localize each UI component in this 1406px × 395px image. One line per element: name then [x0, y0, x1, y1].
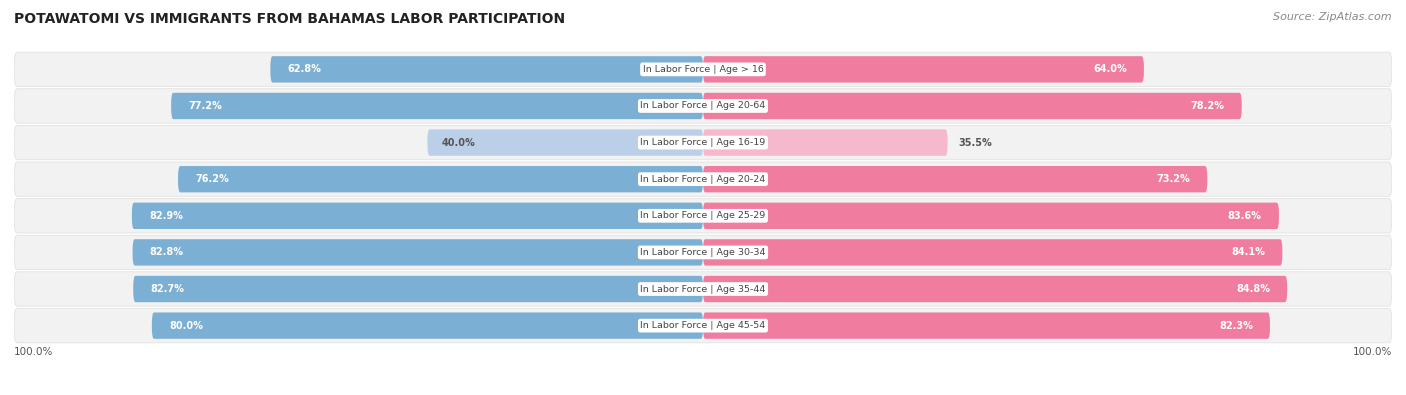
- Text: 100.0%: 100.0%: [1353, 347, 1392, 357]
- Text: 80.0%: 80.0%: [169, 321, 202, 331]
- Text: 83.6%: 83.6%: [1227, 211, 1261, 221]
- Text: 84.1%: 84.1%: [1232, 247, 1265, 258]
- FancyBboxPatch shape: [703, 93, 1241, 119]
- FancyBboxPatch shape: [14, 125, 1392, 160]
- FancyBboxPatch shape: [172, 93, 703, 119]
- Text: 35.5%: 35.5%: [957, 137, 991, 148]
- Text: 73.2%: 73.2%: [1156, 174, 1189, 184]
- Text: 40.0%: 40.0%: [441, 137, 475, 148]
- Text: 64.0%: 64.0%: [1092, 64, 1126, 74]
- Text: 100.0%: 100.0%: [14, 347, 53, 357]
- FancyBboxPatch shape: [14, 199, 1392, 233]
- Text: In Labor Force | Age 20-24: In Labor Force | Age 20-24: [640, 175, 766, 184]
- Text: In Labor Force | Age 45-54: In Labor Force | Age 45-54: [640, 321, 766, 330]
- Text: 82.9%: 82.9%: [149, 211, 183, 221]
- FancyBboxPatch shape: [703, 312, 1270, 339]
- Text: 62.8%: 62.8%: [288, 64, 322, 74]
- Text: In Labor Force | Age 30-34: In Labor Force | Age 30-34: [640, 248, 766, 257]
- Text: In Labor Force | Age > 16: In Labor Force | Age > 16: [643, 65, 763, 74]
- FancyBboxPatch shape: [14, 89, 1392, 123]
- FancyBboxPatch shape: [132, 239, 703, 265]
- Text: 84.8%: 84.8%: [1236, 284, 1270, 294]
- FancyBboxPatch shape: [14, 162, 1392, 196]
- FancyBboxPatch shape: [179, 166, 703, 192]
- Text: POTAWATOMI VS IMMIGRANTS FROM BAHAMAS LABOR PARTICIPATION: POTAWATOMI VS IMMIGRANTS FROM BAHAMAS LA…: [14, 12, 565, 26]
- FancyBboxPatch shape: [132, 203, 703, 229]
- FancyBboxPatch shape: [14, 235, 1392, 270]
- Text: 82.8%: 82.8%: [150, 247, 184, 258]
- FancyBboxPatch shape: [703, 166, 1208, 192]
- FancyBboxPatch shape: [134, 276, 703, 302]
- Text: In Labor Force | Age 25-29: In Labor Force | Age 25-29: [640, 211, 766, 220]
- FancyBboxPatch shape: [703, 239, 1282, 265]
- FancyBboxPatch shape: [270, 56, 703, 83]
- FancyBboxPatch shape: [14, 272, 1392, 306]
- Text: In Labor Force | Age 16-19: In Labor Force | Age 16-19: [640, 138, 766, 147]
- Text: Source: ZipAtlas.com: Source: ZipAtlas.com: [1274, 12, 1392, 22]
- FancyBboxPatch shape: [703, 56, 1144, 83]
- Text: 82.7%: 82.7%: [150, 284, 184, 294]
- Text: 77.2%: 77.2%: [188, 101, 222, 111]
- Text: In Labor Force | Age 35-44: In Labor Force | Age 35-44: [640, 284, 766, 293]
- FancyBboxPatch shape: [152, 312, 703, 339]
- FancyBboxPatch shape: [703, 203, 1279, 229]
- Text: 76.2%: 76.2%: [195, 174, 229, 184]
- Text: 78.2%: 78.2%: [1191, 101, 1225, 111]
- FancyBboxPatch shape: [14, 52, 1392, 87]
- FancyBboxPatch shape: [427, 130, 703, 156]
- Text: In Labor Force | Age 20-64: In Labor Force | Age 20-64: [640, 102, 766, 111]
- FancyBboxPatch shape: [703, 130, 948, 156]
- FancyBboxPatch shape: [703, 276, 1288, 302]
- Text: 82.3%: 82.3%: [1219, 321, 1253, 331]
- FancyBboxPatch shape: [14, 308, 1392, 343]
